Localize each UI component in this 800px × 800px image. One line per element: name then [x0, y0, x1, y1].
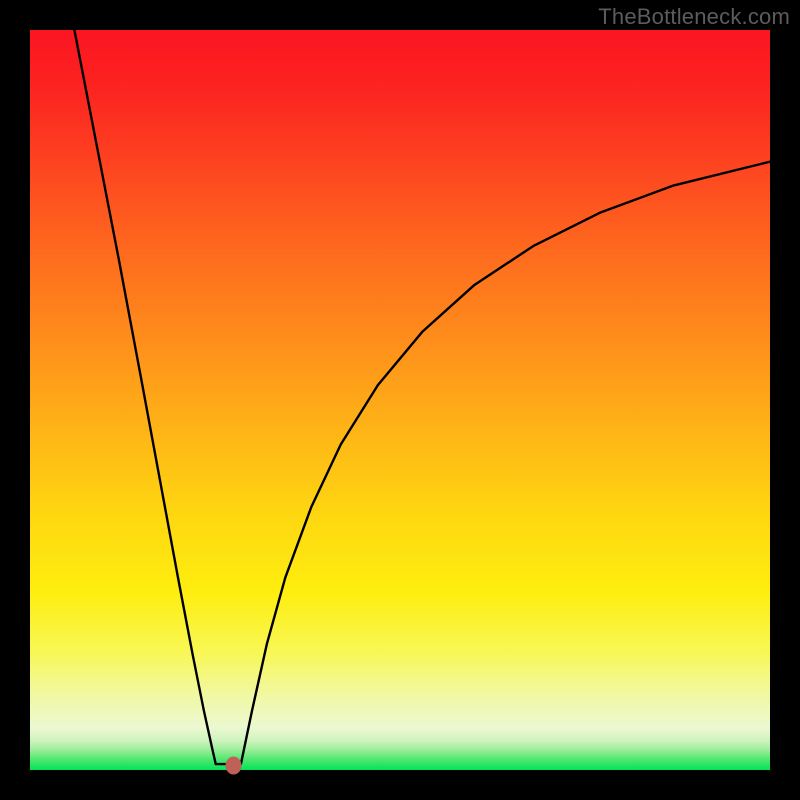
optimal-point-marker: [226, 757, 242, 775]
watermark-text: TheBottleneck.com: [598, 4, 790, 30]
plot-background: [30, 30, 770, 770]
chart-frame: TheBottleneck.com: [0, 0, 800, 800]
bottleneck-chart: [0, 0, 800, 800]
